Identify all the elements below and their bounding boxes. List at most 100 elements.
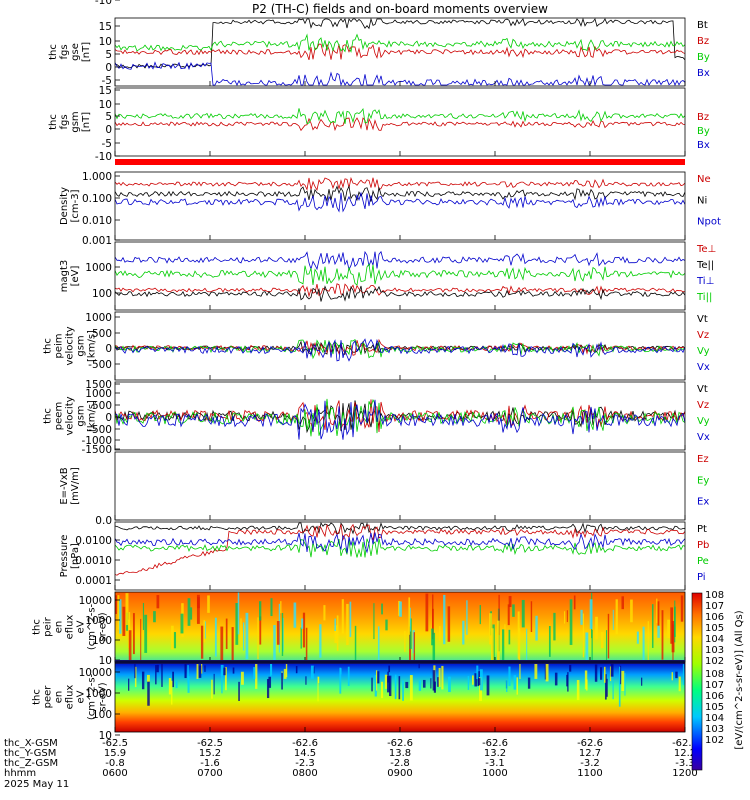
spectrogram-streak (245, 612, 249, 660)
spectrogram-streak (534, 662, 538, 679)
spectrogram-streak (147, 674, 150, 682)
spectrogram-streak (486, 675, 490, 696)
spectrogram-streak (671, 672, 673, 681)
panel-frame (114, 241, 686, 311)
spectrogram-streak (349, 601, 352, 637)
y-axis-label: magt3 (59, 260, 70, 293)
spectrogram-streak (618, 681, 621, 707)
y-tick-label: 10000 (79, 667, 112, 679)
spectrogram-streak (235, 603, 239, 645)
spectrogram-streak (573, 595, 576, 610)
spectrogram-streak (323, 605, 326, 621)
spectrogram-streak (656, 598, 658, 624)
spectrogram-streak (171, 625, 174, 650)
y-tick-label: 500 (92, 400, 112, 412)
colorbar-tick: 106 (705, 691, 724, 702)
y-axis-label: en (54, 621, 65, 634)
y-tick-label: 1000 (85, 688, 112, 700)
spectrogram-streak (214, 617, 217, 657)
spectrogram-streak (280, 601, 282, 614)
y-axis-label: [km/s] (87, 400, 98, 432)
orbit-value: -3.2 (580, 758, 600, 769)
y-axis-label: gsm (70, 111, 81, 132)
y-tick-label: 0.010 (82, 215, 112, 227)
spectrogram-streak (498, 594, 500, 635)
spectrogram-streak (339, 667, 342, 694)
orbit-value: -2.8 (390, 758, 410, 769)
orbit-value: 13.8 (389, 748, 411, 759)
spectrogram-streak (144, 614, 148, 653)
spectrogram-streak (412, 630, 415, 654)
y-tick-label: 1000 (85, 312, 112, 324)
spectrogram-streak (553, 612, 556, 641)
y-tick-label: 1000 (85, 262, 112, 274)
legend-label-vx: Vx (697, 362, 710, 373)
orbit-row-label: thc_Y-GSM (4, 748, 56, 759)
y-axis-label: Pressure (59, 535, 70, 578)
spectrogram-streak (196, 662, 199, 679)
spectrogram-streak (201, 662, 203, 674)
orbit-value: -62.6 (482, 738, 508, 749)
orbit-value: 0600 (102, 768, 127, 779)
y-tick-label: 1000 (85, 615, 112, 627)
trace-pressure-pt (115, 521, 685, 535)
spectrogram-streak (609, 666, 612, 682)
legend-label-ti: Ti|| (696, 292, 712, 303)
spectrogram-streak (619, 665, 622, 685)
spectrogram-streak (380, 681, 384, 699)
spectrogram-streak (153, 611, 156, 623)
spectrogram-streak (270, 662, 273, 676)
spectrogram-streak (512, 604, 515, 617)
spectrogram-streak (508, 666, 511, 687)
spectrogram-streak (243, 622, 245, 651)
spectrogram-streak (642, 626, 645, 673)
y-tick-label: 0.0010 (75, 555, 112, 567)
spectrogram-streak (399, 601, 402, 617)
spectrogram-streak (670, 607, 674, 644)
spectrogram-streak (580, 609, 583, 625)
trace-density-npot (115, 191, 685, 213)
spectrogram-streak (128, 678, 130, 691)
spectrogram-streak (196, 594, 200, 624)
legend-label-pi: Pi (697, 572, 706, 583)
y-tick-label: 0.0100 (75, 535, 112, 547)
spectrogram-streak (418, 662, 420, 669)
spectrogram-streak (257, 617, 259, 660)
trace-density-ne (115, 176, 685, 191)
orbit-value: 1100 (577, 768, 602, 779)
legend-label-ex: Ex (697, 497, 709, 508)
spectrogram-streak (472, 675, 474, 685)
spectrogram-streak (156, 664, 159, 673)
orbit-value: -1.6 (200, 758, 220, 769)
spectrogram-streak (680, 595, 684, 622)
trace-peem_vel-vt (115, 400, 685, 434)
spectrogram-streak (641, 677, 643, 686)
panel-pressure: 0.0 0.0100 0.0010 0.0001 Pressure [nPa] Pt Pb Pe… (59, 515, 709, 591)
spectrogram-streak (566, 674, 568, 687)
trace-temp-te (115, 285, 685, 302)
red-separator (115, 159, 685, 165)
spectrogram-streak (476, 665, 479, 680)
spectrogram-streak (204, 665, 206, 672)
chart-title: P2 (TH-C) fields and on-board moments ov… (252, 2, 548, 16)
legend-label-ez: Ez (697, 454, 709, 465)
spectrogram-streak (612, 609, 614, 630)
orbit-value: 1200 (672, 768, 697, 779)
orbit-value: 14.5 (294, 748, 316, 759)
spectrogram-streak (381, 603, 383, 615)
spectrogram-streak (675, 671, 678, 679)
legend-label-ni: Ni (697, 195, 707, 206)
y-axis-label: eflux (65, 615, 76, 640)
spectrogram-streak (467, 676, 470, 690)
orbit-value: -62.6 (387, 738, 413, 749)
trace-temp-ti (115, 250, 685, 271)
trace-fgs_gsm-by (115, 107, 685, 125)
y-tick-label: 1000 (85, 388, 112, 400)
spectrogram-streak (377, 671, 380, 684)
spectrogram-streak (530, 601, 533, 632)
spectrogram-streak (374, 675, 377, 697)
y-tick-label: 0.100 (82, 193, 112, 205)
spectrogram-streak (394, 674, 397, 699)
y-axis-label: (cm^2-s- (87, 673, 98, 720)
